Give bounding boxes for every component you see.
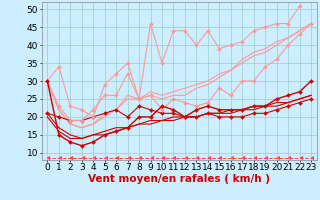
X-axis label: Vent moyen/en rafales ( km/h ): Vent moyen/en rafales ( km/h ) bbox=[88, 174, 270, 184]
